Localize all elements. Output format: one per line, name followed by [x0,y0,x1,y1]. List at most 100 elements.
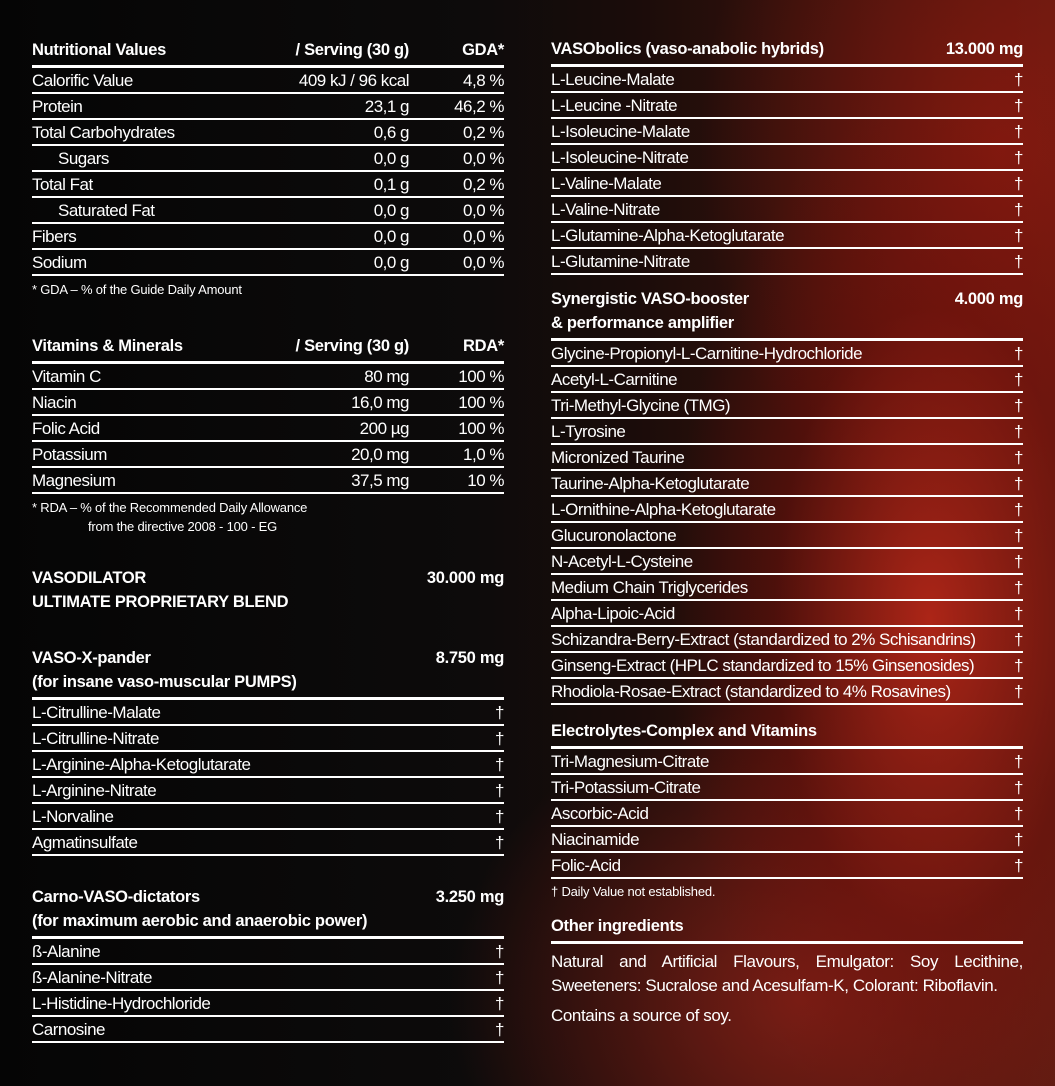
ingredient-row: Tri-Potassium-Citrate † [551,775,1024,801]
column-header: Nutritional Values [32,41,166,59]
serving-value: 0,0 g [373,201,410,220]
table-row: Sodium 0,0 g 0,0 % [32,250,505,276]
dagger-mark: † [1014,200,1023,219]
ingredient-name: Micronized Taurine [551,448,685,467]
dagger-mark: † [1014,448,1023,467]
ingredient-row: L-Citrulline-Malate † [32,700,505,726]
ingredient-name: Medium Chain Triglycerides [551,578,748,597]
dagger-mark: † [495,968,504,987]
ingredient-name: L-Citrulline-Nitrate [32,729,159,748]
dagger-mark: † [495,942,504,961]
title-line: VASObolics (vaso-anabolic hybrids) [551,40,824,58]
ingredient-row: ß-Alanine-Nitrate † [32,965,505,991]
serving-value: 200 µg [359,419,410,438]
nutrient-name: Fibers [32,227,77,246]
table-row: Calorific Value 409 kJ / 96 kcal 4,8 % [32,68,505,94]
dagger-mark: † [1014,96,1023,115]
percent-value: 46,2 % [454,97,504,116]
title-line: Carno-VASO-dictators [32,888,200,906]
ingredient-row: L-Citrulline-Nitrate † [32,726,505,752]
ingredient-row: L-Valine-Nitrate † [551,197,1024,223]
footnote-line: * GDA – % of the Guide Daily Amount [32,282,242,297]
table-row: Saturated Fat 0,0 g 0,0 % [32,198,505,224]
title-line: (for maximum aerobic and anaerobic power… [32,912,368,930]
section-header: VASODILATOR ULTIMATE PROPRIETARY BLEND 30.… [32,566,504,617]
percent-value: 0,0 % [463,227,504,246]
dagger-mark: † [1014,856,1023,875]
nutrient-name: Folic Acid [32,419,100,438]
section-header: VASO-X-pander (for insane vaso-muscular P… [32,646,504,700]
ingredient-row: Folic-Acid † [551,853,1024,879]
section-title: Carno-VASO-dictators (for maximum aerobic… [32,885,368,933]
ingredient-name: L-Ornithine-Alpha-Ketoglutarate [551,500,776,519]
ingredient-row: L-Glutamine-Nitrate † [551,249,1024,275]
dagger-mark: † [1014,226,1023,245]
header-columns: Nutritional Values / Serving (30 g) GDA* [32,38,504,62]
column-header: / Serving (30 g) [295,337,410,355]
serving-value: 37,5 mg [351,471,409,490]
ingredient-name: L-Isoleucine-Nitrate [551,148,689,167]
serving-value: 0,0 g [373,149,410,168]
section-header: Other ingredients [551,914,1023,944]
synergistic-section: Synergistic VASO-booster & performance am… [551,287,1024,705]
dagger-mark: † [495,1020,504,1039]
section-header: Electrolytes-Complex and Vitamins [551,719,1023,749]
ingredient-name: Agmatinsulfate [32,833,138,852]
table-row: Potassium 20,0 mg 1,0 % [32,442,505,468]
column-header: Vitamins & Minerals [32,337,183,355]
nutrient-name: Total Carbohydrates [32,123,175,142]
ingredient-row: ß-Alanine † [32,939,505,965]
dagger-mark: † [1014,252,1023,271]
percent-value: 0,2 % [463,123,504,142]
percent-value: 100 % [458,393,504,412]
percent-value: 0,2 % [463,175,504,194]
dagger-mark: † [1014,682,1023,701]
table-row: Vitamin C 80 mg 100 % [32,364,505,390]
ingredient-name: L-Citrulline-Malate [32,703,161,722]
ingredient-row: Alpha-Lipoic-Acid † [551,601,1024,627]
column-header: GDA* [462,41,504,59]
ingredient-row: Tri-Methyl-Glycine (TMG) † [551,393,1024,419]
ingredient-name: Tri-Magnesium-Citrate [551,752,709,771]
title-line: VASODILATOR [32,569,147,587]
ingredient-row: L-Histidine-Hydrochloride † [32,991,505,1017]
ingredient-name: Ascorbic-Acid [551,804,649,823]
ingredient-row: N-Acetyl-L-Cysteine † [551,549,1024,575]
percent-value: 100 % [458,419,504,438]
ingredient-name: Tri-Potassium-Citrate [551,778,701,797]
dagger-mark: † [495,994,504,1013]
percent-value: 0,0 % [463,149,504,168]
ingredient-name: Taurine-Alpha-Ketoglutarate [551,474,750,493]
dagger-mark: † [1014,70,1023,89]
serving-value: 16,0 mg [351,393,409,412]
ingredient-name: L-Leucine-Malate [551,70,675,89]
ingredient-row: L-Arginine-Nitrate † [32,778,505,804]
title-line: Electrolytes-Complex and Vitamins [551,722,817,740]
table-row: Total Fat 0,1 g 0,2 % [32,172,505,198]
ingredient-row: L-Leucine -Nitrate † [551,93,1024,119]
serving-value: 0,0 g [373,227,410,246]
footnote-line: * RDA – % of the Recommended Daily Allow… [32,500,308,515]
ingredient-name: Folic-Acid [551,856,621,875]
table-header: Nutritional Values / Serving (30 g) GDA* [32,38,504,68]
ingredient-name: Tri-Methyl-Glycine (TMG) [551,396,731,415]
nutrient-name: Total Fat [32,175,93,194]
dagger-mark: † [1014,656,1023,675]
carno-section: Carno-VASO-dictators (for maximum aerobic… [32,885,505,1043]
ingredient-row: Acetyl-L-Carnitine † [551,367,1024,393]
ingredient-name: ß-Alanine [32,942,101,961]
ingredient-name: L-Arginine-Alpha-Ketoglutarate [32,755,251,774]
column-header: / Serving (30 g) [295,41,410,59]
ingredient-name: ß-Alanine-Nitrate [32,968,153,987]
ingredient-name: N-Acetyl-L-Cysteine [551,552,693,571]
title-line: (for insane vaso-muscular PUMPS) [32,673,297,691]
dagger-mark: † [1014,122,1023,141]
nutrient-name: Vitamin C [32,367,101,386]
section-amount: 4.000 mg [954,290,1024,308]
ingredient-row: L-Ornithine-Alpha-Ketoglutarate † [551,497,1024,523]
vasobolics-section: VASObolics (vaso-anabolic hybrids) 13.000… [551,37,1024,275]
section-amount: 13.000 mg [945,40,1023,58]
ingredient-name: L-Isoleucine-Malate [551,122,690,141]
table-row: Niacin 16,0 mg 100 % [32,390,505,416]
column-header: RDA* [463,337,504,355]
